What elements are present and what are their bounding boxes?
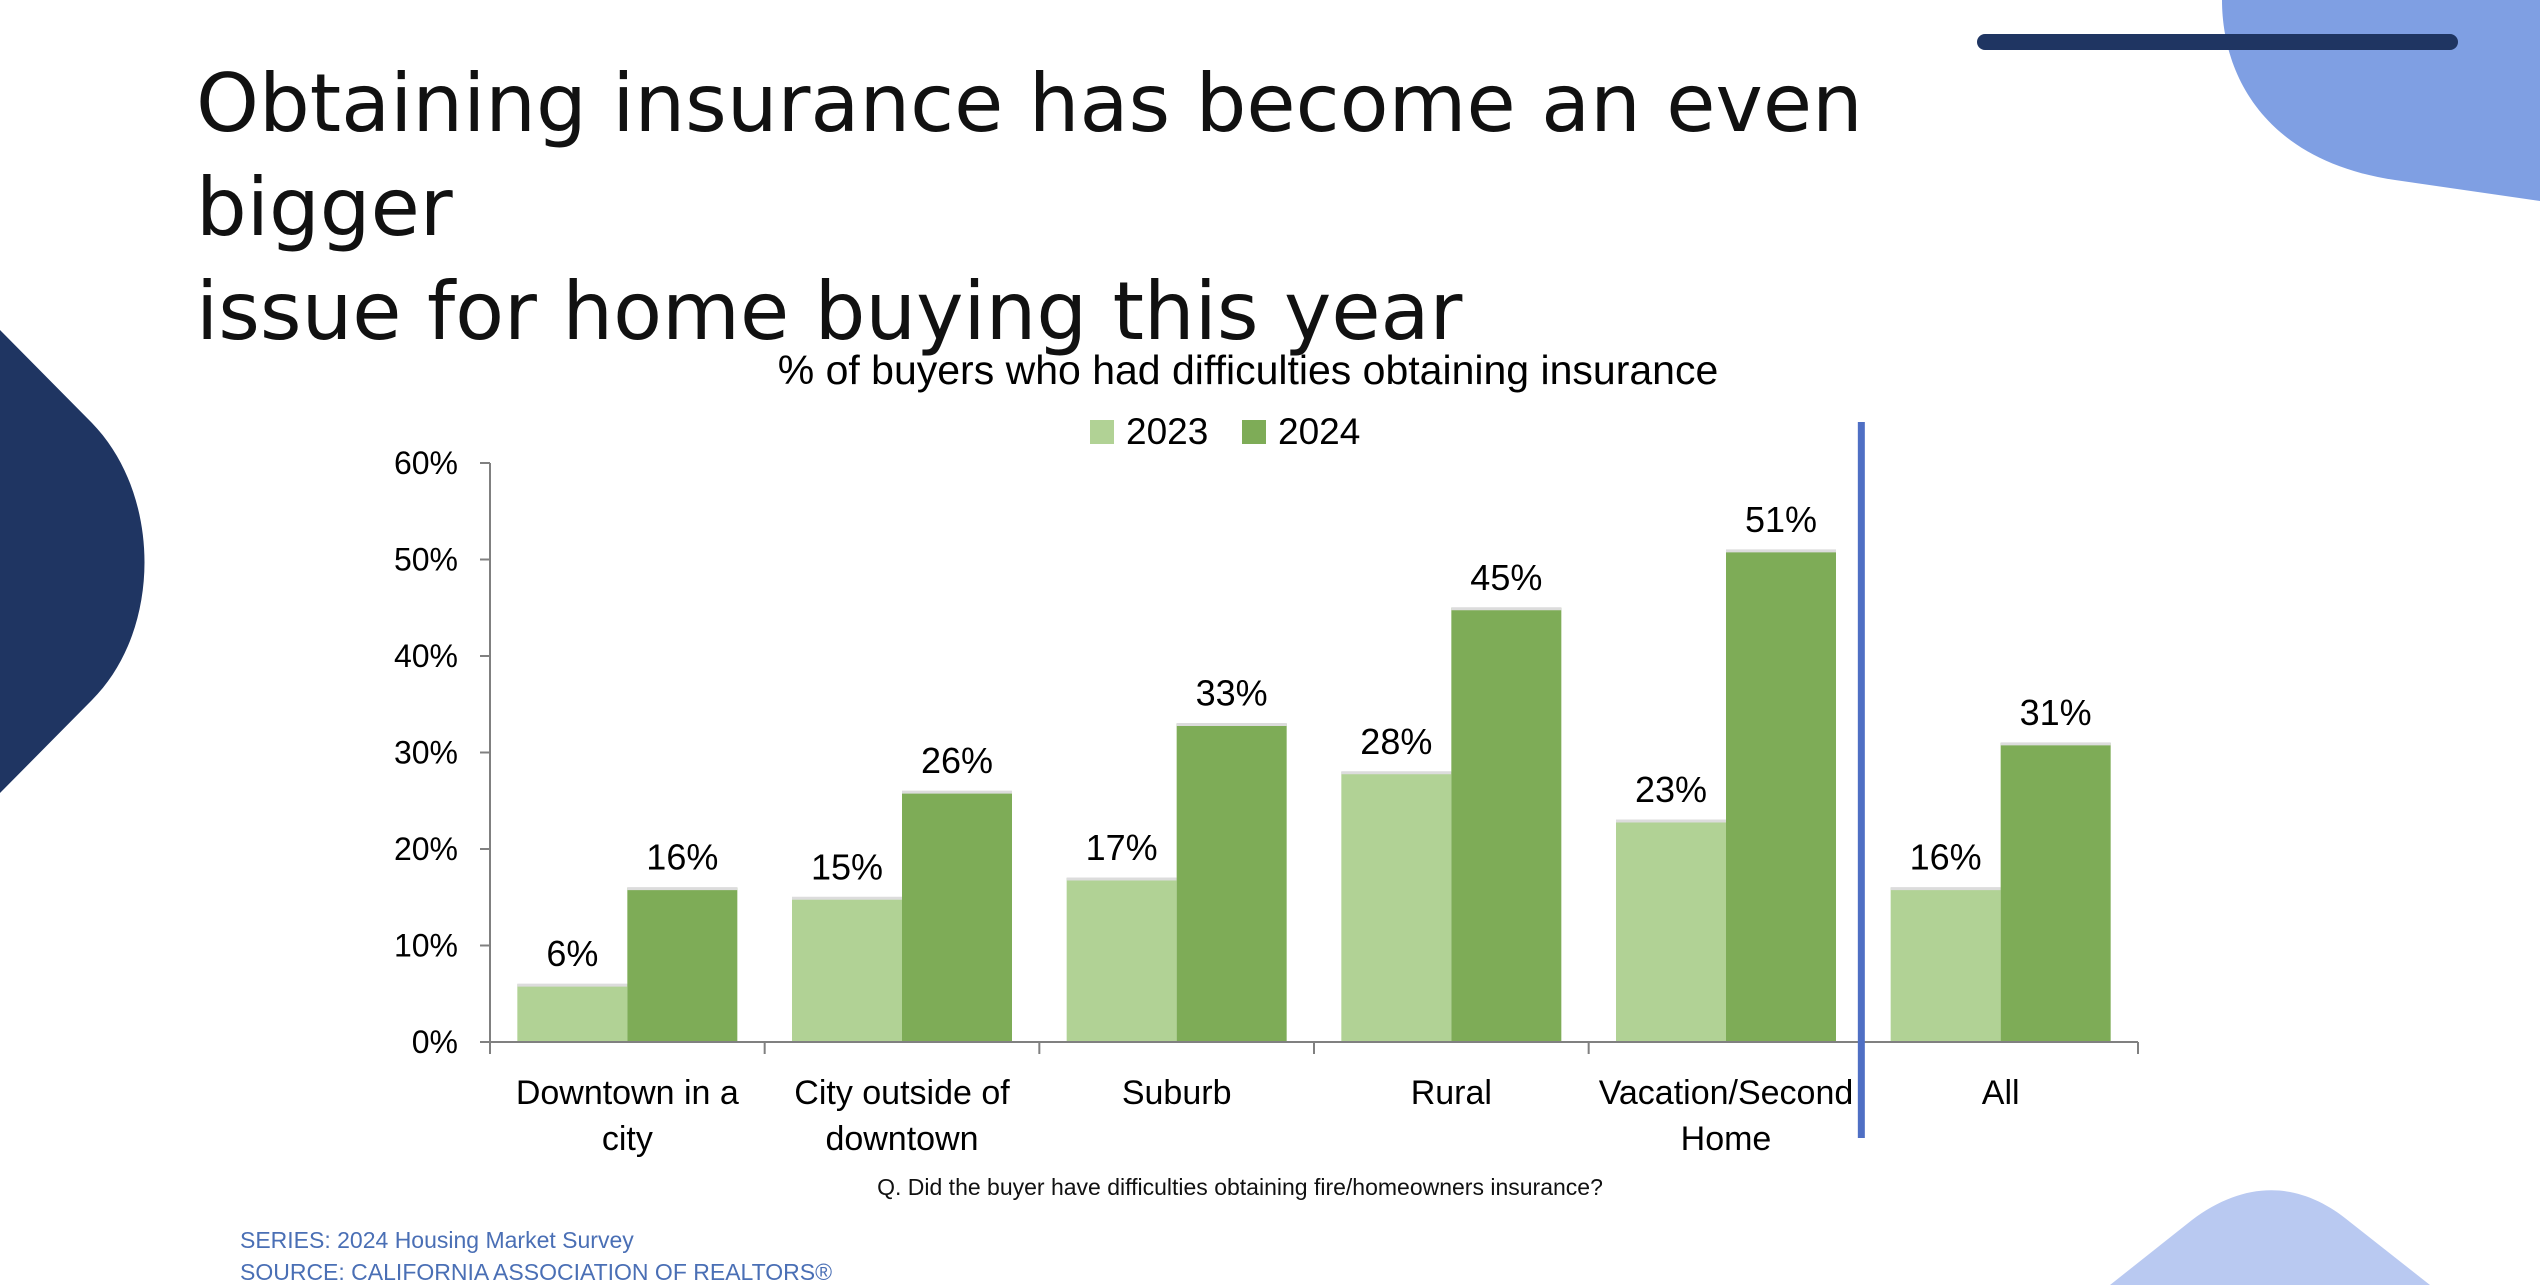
x-category-label: City outside of [794,1074,1010,1112]
legend-label-2024: 2024 [1278,411,1360,452]
x-category-label: Home [1681,1120,1772,1158]
bar-2024-3 [1451,607,1562,1042]
blue-corner-shape [2222,0,2540,201]
bar-2023-3 [1341,771,1452,1042]
bar-2024-4 [1726,549,1836,1042]
footer-series: SERIES: 2024 Housing Market Survey [240,1227,634,1253]
bar-2023-5 [1890,887,2001,1042]
x-category-label: Rural [1411,1074,1492,1112]
data-label-2024-3: 45% [1470,557,1542,598]
chart-legend: 2023 2024 [1090,411,1360,452]
slide-title-line-1: Obtaining insurance has become an even b… [196,57,1863,254]
y-tick-label: 10% [394,928,458,964]
x-category-label: Vacation/Second [1599,1074,1854,1112]
data-label-2023-4: 23% [1635,769,1707,810]
bar-2023-0 [517,984,628,1042]
data-label-2024-0: 16% [646,837,718,878]
bar-2023-4 [1616,820,1726,1042]
footer-source: SOURCE: CALIFORNIA ASSOCIATION OF REALTO… [240,1259,833,1285]
slide-title: Obtaining insurance has become an even b… [196,52,2096,364]
data-label-2023-3: 28% [1360,721,1432,762]
bar-2024-1 [902,791,1012,1042]
bar-2023-2 [1066,877,1177,1042]
data-labels: 6% 16% 15% 26% 17% 33% 28% 45% 23% 51% 16% 31% [546,499,2091,974]
x-category-label: Suburb [1122,1074,1232,1112]
x-axis: Downtown in a city City outside of downtown… [489,1041,2139,1158]
y-tick-label: 40% [394,638,458,674]
y-tick-label: 0% [412,1024,458,1060]
chart-title: % of buyers who had difficulties obtaini… [778,347,1719,393]
legend-swatch-2024 [1242,420,1266,444]
x-category-label: downtown [825,1120,978,1158]
data-label-2024-2: 33% [1196,673,1268,714]
legend-label-2023: 2023 [1126,411,1208,452]
survey-question: Q. Did the buyer have difficulties obtai… [877,1174,1603,1200]
data-label-2024-5: 31% [2020,692,2092,733]
navy-side-shape [0,330,145,793]
x-category-label: All [1982,1074,2020,1112]
slide-title-line-2: issue for home buying this year [196,265,1463,358]
data-label-2024-4: 51% [1745,499,1817,540]
bar-2024-0 [627,887,738,1042]
y-axis: 0% 10% 20% 30% 40% 50% 60% [394,445,491,1060]
y-tick-label: 50% [394,542,458,578]
data-label-2024-1: 26% [921,740,993,781]
data-label-2023-1: 15% [811,846,883,887]
data-label-2023-5: 16% [1910,837,1982,878]
x-category-label: Downtown in a [516,1074,739,1112]
light-blue-bottom-shape [2110,1190,2430,1285]
y-tick-label: 20% [394,831,458,867]
data-label-2023-2: 17% [1086,827,1158,868]
bars [517,549,2111,1042]
data-label-2023-0: 6% [546,933,598,974]
bar-2024-2 [1176,723,1287,1042]
footer: SERIES: 2024 Housing Market Survey SOURC… [240,1224,832,1288]
bar-2023-1 [792,897,902,1042]
x-category-label: city [602,1120,653,1158]
legend-swatch-2023 [1090,420,1114,444]
bar-2024-5 [2000,742,2111,1042]
y-tick-label: 30% [394,735,458,771]
y-tick-label: 60% [394,445,458,481]
